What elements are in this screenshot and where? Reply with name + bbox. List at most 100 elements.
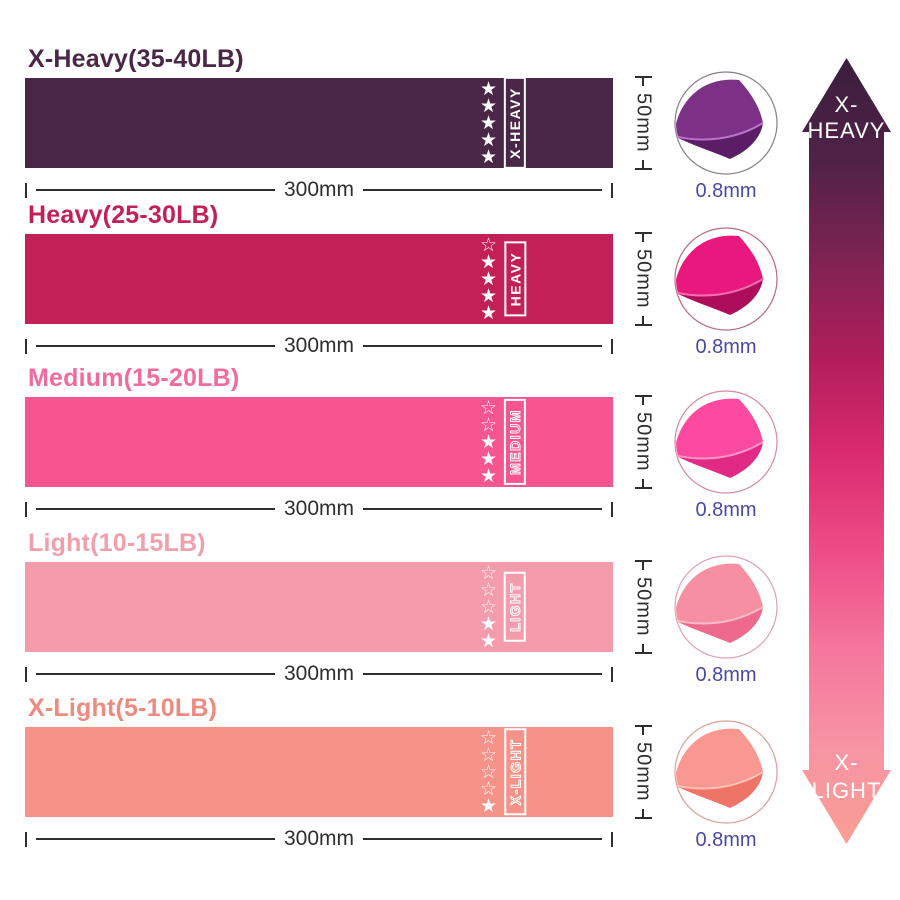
band-thumbnail bbox=[674, 227, 778, 331]
width-dimension-label: 300mm bbox=[283, 827, 355, 850]
dimension-line bbox=[36, 345, 275, 347]
band-swatch: ☆ ☆ ☆ ★ ★ LIGHT bbox=[25, 562, 613, 652]
dimension-tick-top bbox=[634, 395, 652, 406]
band-print: ☆ ☆ ☆ ★ ★ LIGHT bbox=[480, 562, 528, 652]
band-tag-label: HEAVY bbox=[504, 241, 527, 317]
dimension-tick-top bbox=[634, 232, 652, 243]
dimension-line bbox=[36, 838, 275, 840]
dimension-tick-left bbox=[25, 666, 27, 682]
height-dimension: 50mm bbox=[622, 560, 664, 654]
width-dimension: 300mm bbox=[25, 334, 613, 357]
band-row: X-Light(5-10LB) ☆ ☆ ☆ ☆ ★ X-LIGHT 300mm 50mm… bbox=[25, 694, 778, 851]
star-rating: ☆ ☆ ☆ ★ ★ bbox=[480, 561, 498, 652]
dimension-line bbox=[363, 838, 602, 840]
folded-band-crease bbox=[676, 606, 764, 625]
star-outline-icon: ☆ bbox=[480, 595, 498, 618]
star-filled-icon: ★ bbox=[480, 145, 498, 168]
width-dimension: 300mm bbox=[25, 178, 613, 201]
folded-band-underside bbox=[676, 123, 763, 159]
band-title: Medium(15-20LB) bbox=[28, 364, 240, 392]
band-swatch: ☆ ★ ★ ★ ★ HEAVY bbox=[25, 234, 613, 324]
dimension-line bbox=[363, 345, 602, 347]
band-thumbnail bbox=[674, 555, 778, 659]
star-outline-icon: ☆ bbox=[480, 233, 498, 256]
width-dimension: 300mm bbox=[25, 497, 613, 520]
height-dimension: 50mm bbox=[622, 232, 664, 326]
dimension-line bbox=[36, 673, 275, 675]
folded-band-crease bbox=[676, 122, 764, 141]
arrow-bottom-label-line1: X- bbox=[835, 750, 859, 775]
dimension-tick-right bbox=[611, 182, 613, 198]
thickness-label: 0.8mm bbox=[695, 336, 757, 358]
folded-band-face bbox=[676, 728, 763, 790]
folded-band-face bbox=[676, 235, 763, 297]
star-filled-icon: ★ bbox=[480, 794, 498, 817]
star-rating: ★ ★ ★ ★ ★ bbox=[480, 77, 498, 168]
star-filled-icon: ★ bbox=[480, 430, 498, 453]
star-filled-icon: ★ bbox=[480, 77, 498, 100]
folded-band-crease bbox=[676, 771, 764, 790]
star-filled-icon: ★ bbox=[480, 629, 498, 652]
star-outline-icon: ☆ bbox=[480, 396, 498, 419]
dimension-tick-right bbox=[611, 338, 613, 354]
height-dimension-label: 50mm bbox=[632, 742, 655, 802]
height-dimension: 50mm bbox=[622, 725, 664, 819]
folded-band-face bbox=[676, 398, 763, 460]
dimension-tick-left bbox=[25, 338, 27, 354]
star-rating: ☆ ☆ ★ ★ ★ bbox=[480, 396, 498, 485]
arrow-bottom-label-line2: LIGHT bbox=[812, 778, 882, 803]
band-print: ★ ★ ★ ★ ★ X-HEAVY bbox=[480, 77, 528, 169]
star-outline-icon: ☆ bbox=[480, 578, 498, 601]
folded-band-crease bbox=[676, 278, 764, 297]
width-dimension: 300mm bbox=[25, 662, 613, 685]
dimension-line bbox=[363, 508, 602, 510]
dimension-tick-bottom bbox=[634, 478, 652, 489]
folded-band-underside bbox=[676, 772, 763, 808]
band-row: Medium(15-20LB) ☆ ☆ ★ ★ ★ MEDIUM 300mm 50mm … bbox=[25, 364, 778, 521]
star-outline-icon: ☆ bbox=[480, 413, 498, 436]
band-tag-label: X-LIGHT bbox=[504, 728, 527, 816]
dimension-tick-right bbox=[611, 831, 613, 847]
band-swatch: ☆ ☆ ★ ★ ★ MEDIUM bbox=[25, 397, 613, 487]
height-dimension-label: 50mm bbox=[632, 249, 655, 309]
star-outline-icon: ☆ bbox=[480, 760, 498, 783]
dimension-line bbox=[363, 189, 602, 191]
star-filled-icon: ★ bbox=[480, 284, 498, 307]
thickness-label: 0.8mm bbox=[695, 180, 757, 202]
width-dimension-label: 300mm bbox=[283, 334, 355, 357]
band-tag-slot: X-LIGHT bbox=[502, 728, 528, 816]
dimension-tick-left bbox=[25, 831, 27, 847]
band-swatch: ★ ★ ★ ★ ★ X-HEAVY bbox=[25, 77, 613, 169]
band-tag-slot: HEAVY bbox=[502, 236, 528, 322]
band-swatch: ☆ ☆ ☆ ☆ ★ X-LIGHT bbox=[25, 727, 613, 817]
band-row: Heavy(25-30LB) ☆ ★ ★ ★ ★ HEAVY 300mm 50mm 0.… bbox=[25, 201, 778, 358]
star-outline-icon: ☆ bbox=[480, 561, 498, 584]
star-filled-icon: ★ bbox=[480, 250, 498, 273]
band-thumbnail bbox=[674, 71, 778, 175]
band-thumbnail bbox=[674, 390, 778, 494]
thickness-label: 0.8mm bbox=[695, 499, 757, 521]
band-title: Heavy(25-30LB) bbox=[28, 201, 219, 229]
star-filled-icon: ★ bbox=[480, 111, 498, 134]
star-outline-icon: ☆ bbox=[480, 777, 498, 800]
band-title: X-Light(5-10LB) bbox=[28, 694, 218, 722]
width-dimension-label: 300mm bbox=[283, 662, 355, 685]
band-tag-label: X-HEAVY bbox=[504, 77, 527, 169]
height-dimension: 50mm bbox=[622, 395, 664, 489]
arrow-top-label-line2: HEAVY bbox=[808, 118, 886, 143]
dimension-tick-top bbox=[634, 560, 652, 571]
dimension-line bbox=[36, 508, 275, 510]
folded-band-underside bbox=[676, 442, 763, 478]
star-filled-icon: ★ bbox=[480, 128, 498, 151]
band-tag-slot: X-HEAVY bbox=[502, 77, 528, 169]
height-dimension-label: 50mm bbox=[632, 93, 655, 153]
band-print: ☆ ☆ ☆ ☆ ★ X-LIGHT bbox=[480, 727, 528, 817]
dimension-tick-bottom bbox=[634, 159, 652, 170]
band-tag-label: MEDIUM bbox=[504, 399, 527, 485]
dimension-tick-top bbox=[634, 725, 652, 736]
dimension-tick-right bbox=[611, 501, 613, 517]
band-print: ☆ ★ ★ ★ ★ HEAVY bbox=[480, 234, 528, 324]
width-dimension: 300mm bbox=[25, 827, 613, 850]
star-filled-icon: ★ bbox=[480, 267, 498, 290]
band-title: X-Heavy(35-40LB) bbox=[28, 45, 244, 73]
